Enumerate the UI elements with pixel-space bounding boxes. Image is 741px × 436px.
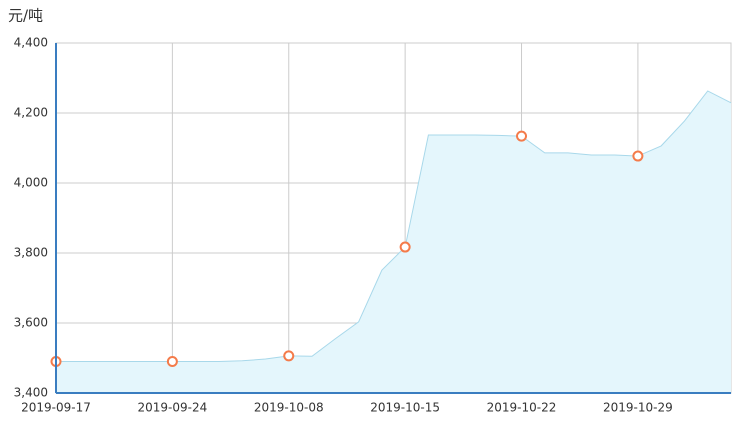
point-marker [283,350,295,362]
area-fill [56,90,731,393]
point-marker [632,150,644,162]
point-marker [166,356,178,367]
x-tick-label: 2019-10-22 [487,401,557,415]
y-tick-label: 3,800 [14,246,48,260]
x-tick-label: 2019-10-29 [603,401,673,415]
x-tick-label: 2019-10-15 [370,401,440,415]
y-tick-label: 3,400 [14,386,48,400]
y-tick-label: 4,400 [14,36,48,50]
x-tick-label: 2019-10-08 [254,401,324,415]
x-tick-label: 2019-09-17 [21,401,91,415]
x-tick-label: 2019-09-24 [138,401,208,415]
point-marker [399,241,411,253]
point-marker [516,130,528,142]
y-axis-label: 元/吨 [8,7,43,25]
y-tick-label: 4,200 [14,106,48,120]
y-tick-label: 3,600 [14,316,48,330]
y-tick-label: 4,000 [14,176,48,190]
